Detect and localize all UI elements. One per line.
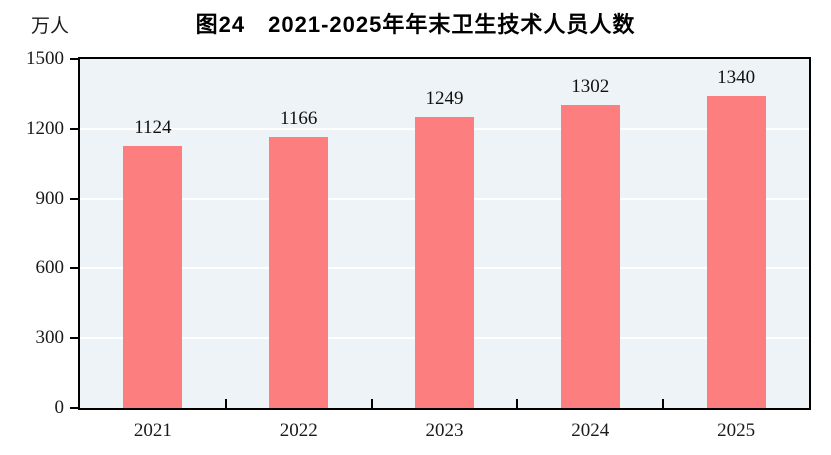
y-axis-tick-label: 900 — [35, 187, 65, 209]
x-axis-tick — [662, 399, 665, 408]
y-axis-tick — [70, 197, 78, 200]
y-axis-tick-label: 1200 — [26, 117, 64, 139]
bar-value-label: 1166 — [280, 107, 318, 129]
y-axis-tick-label: 600 — [35, 257, 65, 279]
y-axis-unit-label: 万人 — [31, 16, 70, 37]
x-axis-tick — [370, 399, 373, 408]
chart-title: 图24 2021-2025年年末卫生技术人员人数 — [195, 12, 636, 37]
x-axis-tick-label: 2024 — [571, 420, 610, 441]
x-axis-tick — [224, 399, 227, 408]
y-axis-tick — [70, 127, 78, 130]
y-axis-tick-label: 0 — [54, 397, 65, 418]
x-axis-tick — [516, 399, 519, 408]
bar-value-label: 1249 — [425, 88, 464, 110]
y-axis-tick — [70, 337, 78, 340]
y-axis-tick — [70, 58, 78, 60]
y-axis-tick — [70, 407, 78, 409]
x-axis-tick-label: 2023 — [425, 420, 464, 441]
y-axis-tick-label: 300 — [35, 327, 65, 349]
bar — [415, 117, 474, 408]
bar — [706, 96, 766, 408]
plot-area: 1124 1166 1249 1302 1340 — [78, 57, 811, 410]
y-axis-tick — [70, 267, 78, 270]
x-axis-tick-label: 2022 — [279, 420, 318, 441]
x-axis-tick-label: 2021 — [133, 420, 172, 441]
bar — [560, 105, 620, 408]
y-axis-tick-label: 1500 — [26, 48, 64, 69]
bar-value-label: 1340 — [717, 67, 756, 89]
bar-value-label: 1124 — [134, 117, 172, 139]
bar — [123, 146, 183, 408]
x-axis-tick-label: 2025 — [717, 420, 756, 441]
bar-value-label: 1302 — [571, 76, 610, 98]
bar — [269, 136, 329, 408]
